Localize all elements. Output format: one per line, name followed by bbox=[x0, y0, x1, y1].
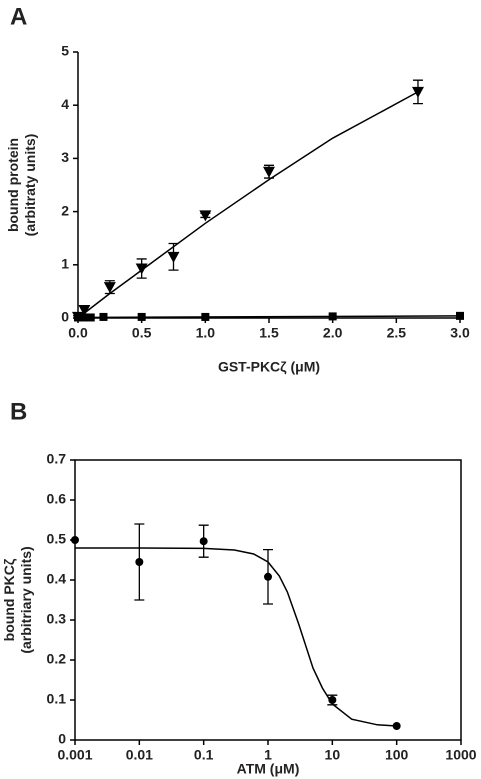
point bbox=[328, 696, 337, 704]
point bbox=[263, 166, 275, 178]
point bbox=[137, 312, 146, 321]
y-tick-label: 0.4 bbox=[47, 571, 67, 587]
y-tick-label: 0 bbox=[61, 309, 69, 325]
point bbox=[78, 305, 91, 317]
point bbox=[71, 536, 79, 544]
fit-curve bbox=[77, 315, 461, 319]
y-axis-label: bound PKCζ(arbitriary units) bbox=[1, 546, 34, 653]
point bbox=[80, 313, 89, 322]
point bbox=[135, 263, 148, 275]
x-tick-label: 1.0 bbox=[196, 325, 216, 341]
x-tick-label: 2.0 bbox=[323, 325, 343, 341]
y-axis-label-line: (arbitriary units) bbox=[18, 546, 34, 653]
y-tick-label: 0.5 bbox=[47, 531, 67, 547]
y-tick-label: 1 bbox=[61, 256, 69, 272]
panel-label: B bbox=[10, 398, 27, 425]
point bbox=[411, 86, 424, 98]
x-axis-label: ATM (μM) bbox=[237, 761, 300, 777]
point bbox=[199, 537, 208, 546]
point bbox=[135, 558, 144, 566]
x-tick-label: 10 bbox=[325, 747, 341, 763]
y-tick-label: 0.6 bbox=[47, 491, 67, 507]
y-axis-label-line: bound protein bbox=[5, 138, 21, 232]
y-tick-label: 5 bbox=[61, 43, 69, 59]
point bbox=[167, 251, 180, 263]
point bbox=[392, 722, 401, 730]
y-axis-label: bound protein(arbitraty units) bbox=[5, 134, 38, 237]
point bbox=[201, 312, 210, 321]
y-tick-label: 0.7 bbox=[47, 451, 67, 467]
point bbox=[264, 572, 272, 581]
x-tick-label: 0.001 bbox=[57, 747, 92, 763]
point bbox=[328, 312, 337, 321]
panel-label: A bbox=[10, 3, 27, 30]
point bbox=[456, 311, 464, 320]
x-tick-label: 100 bbox=[385, 747, 409, 763]
x-tick-label: 1000 bbox=[445, 747, 476, 763]
y-tick-label: 0.2 bbox=[47, 651, 67, 667]
x-tick-label: 3.0 bbox=[450, 325, 470, 341]
y-tick-label: 4 bbox=[61, 96, 69, 112]
y-tick-label: 0.1 bbox=[47, 691, 67, 707]
x-tick-label: 0.0 bbox=[68, 325, 88, 341]
y-tick-label: 0 bbox=[58, 731, 66, 747]
point bbox=[74, 313, 82, 322]
y-tick-label: 3 bbox=[61, 149, 69, 165]
fit-curve bbox=[75, 547, 397, 727]
point bbox=[99, 312, 108, 321]
x-tick-label: 1 bbox=[264, 747, 272, 763]
x-axis-label: GST-PKCζ (μM) bbox=[218, 359, 320, 375]
x-tick-label: 1.5 bbox=[259, 325, 279, 341]
x-tick-label: 0.1 bbox=[194, 747, 214, 763]
y-tick-label: 2 bbox=[61, 202, 69, 218]
x-tick-label: 0.01 bbox=[126, 747, 153, 763]
point bbox=[199, 210, 212, 222]
x-tick-label: 0.5 bbox=[132, 325, 152, 341]
y-axis-label-line: (arbitraty units) bbox=[22, 134, 38, 237]
point bbox=[103, 282, 116, 294]
y-tick-label: 0.3 bbox=[47, 611, 67, 627]
point bbox=[86, 313, 95, 322]
fit-curve bbox=[77, 91, 419, 319]
y-axis-label-line: bound PKCζ bbox=[1, 558, 17, 641]
x-tick-label: 2.5 bbox=[387, 325, 407, 341]
